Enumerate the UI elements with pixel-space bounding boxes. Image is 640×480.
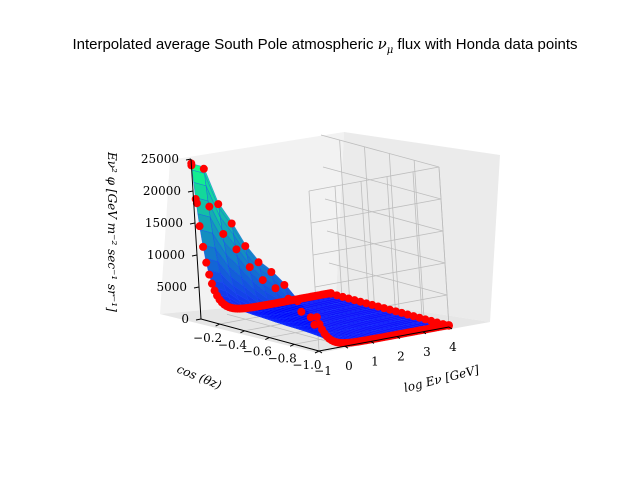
z-tick-mark: [195, 318, 202, 321]
z-tick-label: 0: [181, 312, 189, 326]
data-point: [297, 307, 306, 316]
y-tick-label: −0.8: [268, 351, 297, 365]
data-point: [245, 263, 254, 272]
x-axis-line: [318, 326, 450, 352]
data-point: [205, 202, 214, 211]
y-tick-mark: [314, 350, 320, 354]
data-point: [271, 284, 280, 293]
z-tick-mark: [189, 222, 196, 225]
z-tick-label: 25000: [141, 152, 179, 166]
data-point: [241, 242, 250, 251]
x-tick-label: 1: [371, 354, 379, 368]
data-point: [205, 270, 214, 279]
data-point: [232, 245, 241, 254]
y-axis-label: cos (θz): [175, 362, 224, 393]
data-point: [254, 258, 263, 267]
y-tick-mark: [215, 323, 220, 327]
data-point: [195, 222, 204, 231]
z-tick-label: 10000: [147, 248, 185, 262]
z-tick-label: 15000: [145, 216, 183, 230]
x-tick-mark: [318, 350, 323, 354]
x-tick-mark: [344, 345, 349, 349]
y-tick-label: −1.0: [292, 358, 321, 372]
x-tick-mark: [422, 331, 427, 335]
data-point: [207, 279, 216, 288]
z-tick-label: 20000: [143, 184, 181, 198]
z-tick-mark: [193, 286, 200, 289]
x-axis-label: log Eν [GeV]: [402, 363, 481, 395]
y-tick-mark: [240, 330, 245, 334]
axes: [190, 158, 450, 352]
z-tick-mark: [187, 190, 194, 193]
data-point: [258, 276, 267, 285]
z-tick-label: 5000: [156, 280, 187, 294]
data-point: [219, 229, 228, 238]
data-point: [199, 242, 208, 251]
data-point: [227, 219, 236, 228]
x-tick-mark: [448, 326, 453, 330]
x-tick-label: 0: [345, 359, 353, 373]
x-tick-label: 3: [423, 345, 431, 359]
z-tick-mark: [185, 158, 192, 161]
z-tick-mark: [191, 254, 198, 257]
y-axis-line: [200, 318, 320, 352]
z-axis-label: Eν² φ [GeV m⁻² sec⁻¹ sr⁻¹]: [105, 151, 119, 312]
tick-labels: −1 0 1 2 3 4 −0.2−0.4−0.6−0.8−1.0 0 5000 10000 150…: [141, 152, 457, 378]
chart-title: Interpolated average South Pole atmosphe…: [72, 35, 577, 56]
y-tick-label: −0.4: [218, 338, 248, 352]
data-point: [312, 313, 321, 322]
data-point: [267, 268, 276, 277]
x-tick-mark: [370, 340, 375, 344]
y-tick-label: −0.6: [243, 345, 272, 359]
data-point: [280, 280, 289, 289]
data-point: [202, 258, 211, 267]
x-tick-label: 2: [397, 350, 405, 364]
data-point: [214, 200, 223, 209]
x-tick-label: −1: [314, 364, 332, 378]
data-point: [199, 164, 208, 173]
y-tick-mark: [289, 343, 295, 347]
z-axis-line: [190, 158, 202, 320]
y-tick-mark: [265, 337, 270, 340]
x-tick-label: 4: [449, 340, 457, 354]
y-tick-label: −0.2: [193, 331, 222, 345]
data-point: [306, 313, 315, 322]
x-tick-mark: [396, 336, 401, 340]
